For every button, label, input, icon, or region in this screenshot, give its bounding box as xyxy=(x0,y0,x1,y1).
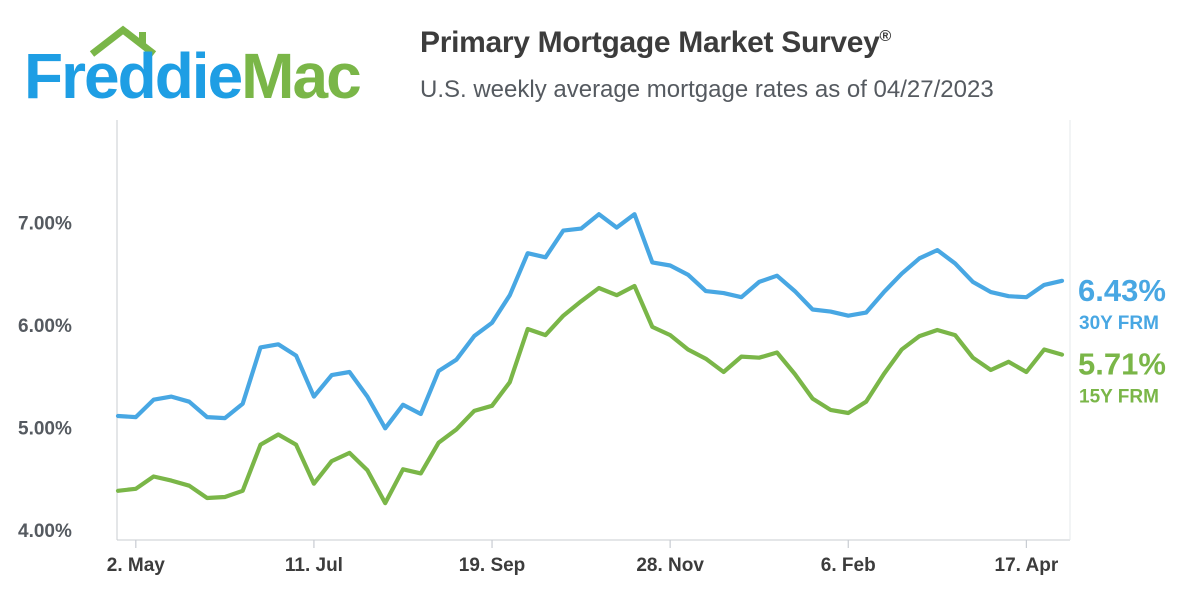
y-tick-label: 4.00% xyxy=(18,521,72,542)
registered-mark: ® xyxy=(879,28,892,45)
series-end-labels: 6.43% 30Y FRM 5.71% 15Y FRM xyxy=(1078,273,1166,408)
chart-title: Primary Mortgage Market Survey® xyxy=(420,26,891,60)
series-line-15y-frm xyxy=(115,283,1065,506)
x-tick-label: 19. Sep xyxy=(459,555,526,576)
x-tick-label: 2. May xyxy=(107,555,166,576)
y-tick-label: 6.00% xyxy=(18,316,72,337)
x-tick-label: 28. Nov xyxy=(636,555,704,576)
chart-subtitle: U.S. weekly average mortgage rates as of… xyxy=(420,76,994,103)
logo-text-freddie: Freddie xyxy=(24,40,242,112)
plot-area xyxy=(117,120,1070,540)
series-legend-name: 30Y FRM xyxy=(1079,313,1159,334)
x-tick-label: 11. Jul xyxy=(285,555,343,576)
x-axis-ticks: 2. May 11. Jul 19. Sep 28. Nov 6. Feb 17. Apr xyxy=(107,540,1059,576)
logo-text: FreddieMac xyxy=(24,40,360,112)
series-end-value: 6.43% xyxy=(1078,273,1166,308)
x-tick-label: 6. Feb xyxy=(821,555,876,576)
x-tick-label: 17. Apr xyxy=(995,555,1059,576)
series-lines xyxy=(115,212,1065,506)
chart-title-text: Primary Mortgage Market Survey xyxy=(420,26,880,59)
chart-axes xyxy=(116,120,1071,541)
logo-text-mac: Mac xyxy=(241,40,360,112)
house-chimney-icon xyxy=(139,32,146,44)
series-end-value: 5.71% xyxy=(1078,347,1166,382)
y-tick-label: 5.00% xyxy=(18,418,72,439)
y-tick-label: 7.00% xyxy=(18,213,72,234)
series-line-30y-frm xyxy=(115,212,1065,431)
house-roof-icon xyxy=(89,25,157,57)
y-axis-ticks: 4.00% 5.00% 6.00% 7.00% xyxy=(18,213,72,541)
series-legend-name: 15Y FRM xyxy=(1079,387,1159,408)
freddie-mac-logo: FreddieMac xyxy=(24,25,362,112)
